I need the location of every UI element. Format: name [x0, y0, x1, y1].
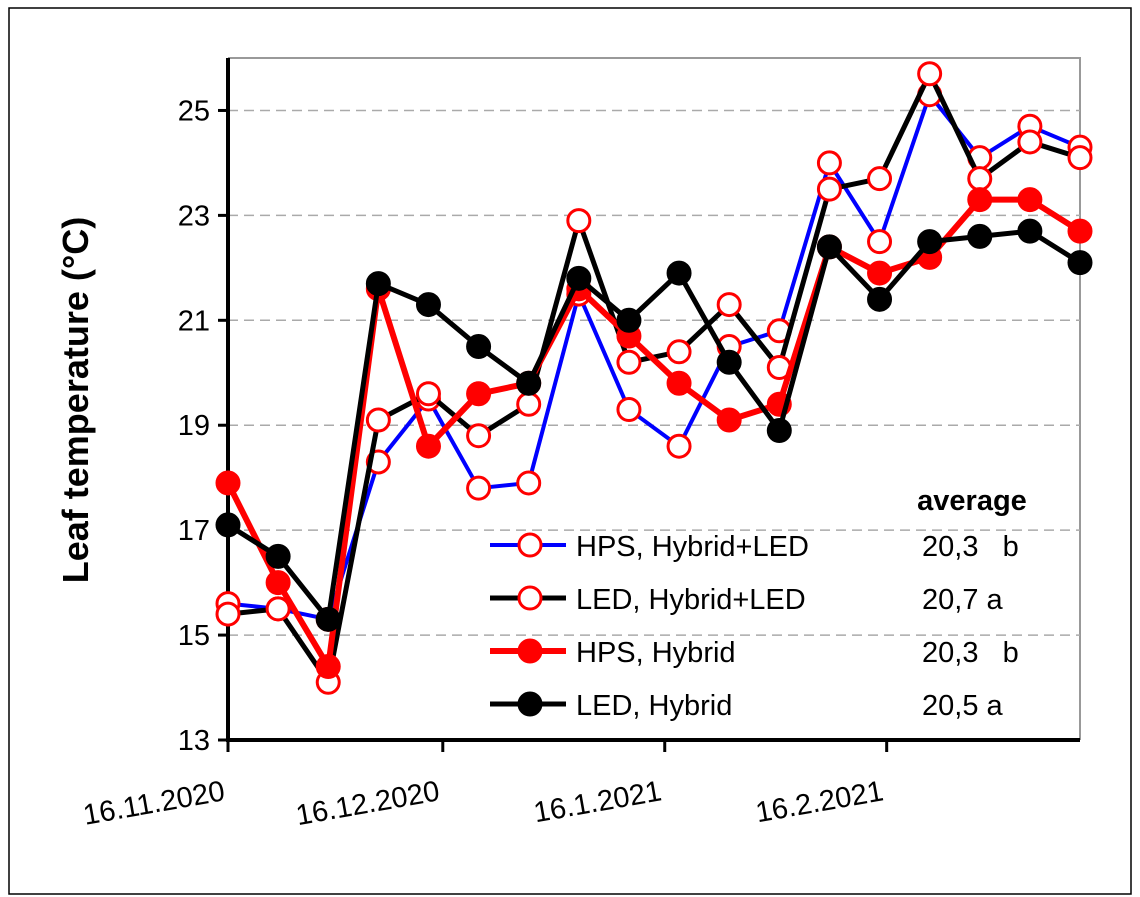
- legend-marker: [517, 691, 543, 717]
- legend-label: LED, Hybrid+LED: [576, 584, 806, 616]
- x-tick-label: 16.1.2021: [531, 775, 664, 829]
- marker: [716, 292, 742, 318]
- marker: [466, 381, 492, 407]
- marker: [1067, 250, 1093, 276]
- y-tick-label: 25: [178, 95, 210, 127]
- marker: [816, 176, 842, 202]
- marker: [967, 166, 993, 192]
- legend-average: 20,3 b: [922, 531, 1019, 563]
- marker: [365, 407, 391, 433]
- legend-label: HPS, Hybrid+LED: [576, 531, 809, 563]
- marker: [415, 433, 441, 459]
- y-axis-label: Leaf temperature (°C): [55, 217, 96, 583]
- marker: [1017, 129, 1043, 155]
- marker: [867, 260, 893, 286]
- y-tick-label: 15: [178, 620, 210, 652]
- marker: [616, 396, 642, 422]
- legend-average: 20,3 b: [922, 637, 1019, 669]
- marker: [616, 307, 642, 333]
- marker: [265, 543, 291, 569]
- marker: [666, 433, 692, 459]
- x-tick-label: 16.2.2021: [753, 775, 886, 829]
- marker: [215, 470, 241, 496]
- marker: [917, 61, 943, 87]
- marker: [315, 654, 341, 680]
- marker: [867, 229, 893, 255]
- marker: [766, 417, 792, 443]
- legend-marker: [517, 585, 543, 611]
- y-tick-label: 13: [178, 725, 210, 757]
- legend-label: HPS, Hybrid: [576, 637, 736, 669]
- marker: [265, 596, 291, 622]
- marker: [616, 349, 642, 375]
- marker: [967, 187, 993, 213]
- marker: [1017, 218, 1043, 244]
- marker: [666, 260, 692, 286]
- marker: [415, 292, 441, 318]
- marker: [466, 423, 492, 449]
- marker: [867, 286, 893, 312]
- legend-average: 20,5 a: [922, 690, 1003, 722]
- series-line: [227, 92, 1081, 622]
- x-tick-label: 16.11.2020: [81, 775, 227, 831]
- marker: [967, 223, 993, 249]
- marker: [666, 370, 692, 396]
- marker: [315, 606, 341, 632]
- marker: [1017, 187, 1043, 213]
- marker: [666, 339, 692, 365]
- frame: [8, 7, 1132, 895]
- marker: [516, 370, 542, 396]
- marker: [716, 407, 742, 433]
- marker: [466, 475, 492, 501]
- marker: [466, 334, 492, 360]
- marker: [365, 271, 391, 297]
- legend-title: average: [917, 485, 1027, 517]
- legend-label: LED, Hybrid: [576, 690, 732, 722]
- marker: [566, 265, 592, 291]
- marker: [516, 391, 542, 417]
- y-tick-label: 17: [178, 515, 210, 547]
- marker: [1067, 145, 1093, 171]
- y-tick-label: 19: [178, 410, 210, 442]
- legend-marker: [517, 532, 543, 558]
- marker: [516, 470, 542, 496]
- marker: [215, 601, 241, 627]
- x-tick-label: 16.12.2020: [293, 775, 442, 832]
- legend-marker: [517, 638, 543, 664]
- marker: [816, 234, 842, 260]
- marker: [917, 229, 943, 255]
- marker: [215, 512, 241, 538]
- plot-border: [228, 57, 1081, 740]
- marker: [716, 349, 742, 375]
- marker: [265, 570, 291, 596]
- marker: [415, 381, 441, 407]
- marker: [867, 166, 893, 192]
- marker: [566, 208, 592, 234]
- marker: [816, 150, 842, 176]
- legend-average: 20,7 a: [922, 584, 1003, 616]
- y-tick-label: 23: [178, 200, 210, 232]
- marker: [1067, 218, 1093, 244]
- y-tick-label: 21: [178, 305, 210, 337]
